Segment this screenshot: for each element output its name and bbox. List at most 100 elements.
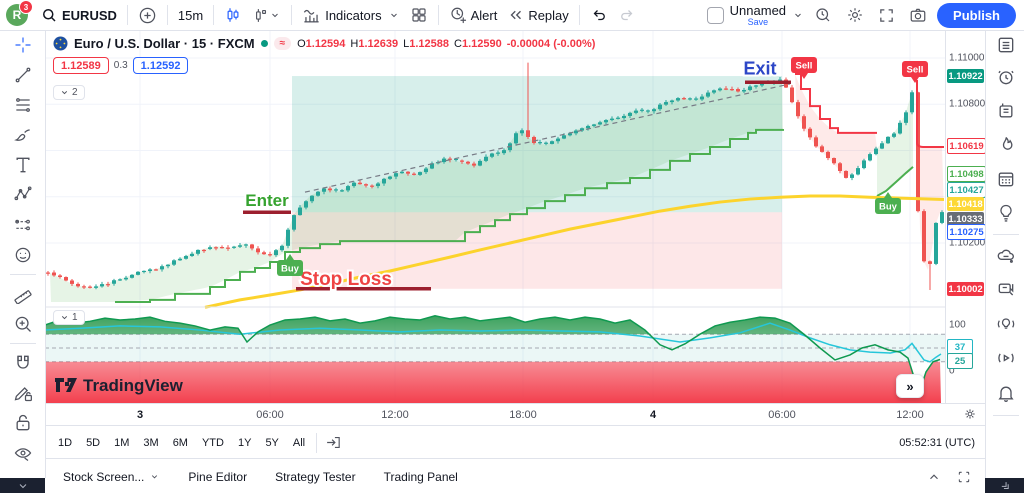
range-all[interactable]: All	[292, 436, 306, 449]
panel-maximize-icon[interactable]	[957, 470, 971, 484]
zoom-in-tool-button[interactable]	[9, 312, 37, 336]
tradingview-mark-icon	[55, 378, 77, 392]
publish-button[interactable]: Publish	[937, 2, 1016, 28]
crosshair-tool-button[interactable]	[9, 33, 37, 57]
compare-add-button[interactable]	[134, 4, 161, 27]
server-clock[interactable]: 05:52:31 (UTC)	[899, 436, 975, 449]
layout-grid-button[interactable]	[406, 4, 432, 26]
tab-strategy-tester[interactable]: Strategy Tester	[275, 469, 356, 484]
tab-pine-editor[interactable]: Pine Editor	[188, 469, 248, 484]
range-5d[interactable]: 5D	[86, 436, 101, 449]
chart-style-dropdown[interactable]	[248, 5, 285, 26]
price-badge: 1.10275	[947, 224, 986, 240]
watchlist-icon	[998, 37, 1013, 53]
expand-panel-button[interactable]: »	[896, 374, 924, 398]
price-badge: 1.10922	[947, 69, 984, 83]
range-6m[interactable]: 6M	[172, 436, 188, 449]
pane-collapse-button-indicator[interactable]: 1	[53, 310, 85, 325]
layout-checkbox[interactable]	[706, 6, 724, 24]
divider	[992, 415, 1019, 416]
avatar-letter: R	[12, 8, 22, 22]
collapse-sidebar-button[interactable]	[985, 478, 1024, 493]
price-badge: 1.10002	[947, 282, 984, 296]
symbol-search-button[interactable]: EURUSD	[36, 4, 121, 26]
chart-title[interactable]: Euro / U.S. Dollar · 15 · FXCM	[74, 36, 255, 51]
time-label: 3	[136, 409, 144, 421]
divider	[213, 5, 215, 25]
alerts-panel-button[interactable]	[992, 65, 1020, 89]
oscillator-layer	[45, 306, 945, 403]
indicators-button[interactable]: Indicators	[298, 4, 403, 27]
range-5y[interactable]: 5Y	[265, 436, 279, 449]
go-to-date-button[interactable]	[321, 432, 346, 453]
undo-button[interactable]	[586, 4, 612, 26]
watchlist-button[interactable]	[992, 33, 1020, 57]
range-1y[interactable]: 1Y	[237, 436, 252, 449]
trend-line-icon	[15, 67, 30, 83]
replay-button[interactable]: Replay	[503, 4, 572, 26]
lightbulb-broadcast-icon	[997, 318, 1014, 329]
minds-button[interactable]	[992, 244, 1020, 268]
crosshair-icon	[15, 37, 30, 53]
hotlists-button[interactable]	[992, 133, 1020, 157]
axis-settings-gear-icon[interactable]	[963, 407, 977, 424]
sell-quote-button[interactable]: 1.12589	[53, 57, 109, 74]
brush-tool-button[interactable]	[9, 123, 37, 147]
tradingview-wordmark: TradingView	[83, 376, 183, 395]
ideas-button[interactable]	[992, 201, 1020, 225]
divider	[291, 5, 293, 25]
prediction-tool-button[interactable]	[9, 213, 37, 237]
undo-arrow-icon	[593, 10, 605, 21]
collapse-drawing-toolbar-button[interactable]	[0, 478, 45, 493]
settings-button[interactable]	[842, 4, 868, 26]
spread-value: 0.3	[113, 60, 128, 71]
xabcd-pattern-icon	[14, 186, 31, 201]
hide-drawings-button[interactable]	[9, 441, 37, 465]
streams-ideas-button[interactable]	[992, 312, 1020, 336]
tab-stock-screener[interactable]: Stock Screen...	[49, 464, 174, 490]
notes-button[interactable]	[992, 99, 1020, 123]
buy-quote-button[interactable]: 1.12592	[132, 57, 189, 74]
chevron-down-icon[interactable]	[792, 9, 804, 21]
time-axis[interactable]: 3 06:00 12:00 18:00 4 06:00 12:00	[45, 403, 985, 426]
symbol-name: EURUSD	[62, 7, 117, 23]
fullscreen-button[interactable]	[874, 5, 899, 26]
range-1m[interactable]: 1M	[114, 436, 130, 449]
lock-drawings-button[interactable]	[9, 411, 37, 435]
tab-trading-panel[interactable]: Trading Panel	[383, 469, 458, 484]
trend-line-tool-button[interactable]	[9, 63, 37, 87]
panel-chevron-up-icon[interactable]	[927, 470, 941, 484]
layout-name-button[interactable]: Unnamed Save	[730, 4, 786, 27]
range-ytd[interactable]: YTD	[201, 436, 224, 449]
chat-button[interactable]	[992, 278, 1020, 302]
chevron-down-icon	[19, 483, 26, 488]
chart-style-candles-button[interactable]	[220, 4, 246, 26]
drawing-mode-button[interactable]	[9, 381, 37, 405]
calendar-button[interactable]	[992, 167, 1020, 191]
range-1d[interactable]: 1D	[58, 436, 73, 449]
interval-button[interactable]: 15m	[174, 6, 207, 25]
delayed-data-icon[interactable]: ≈	[273, 37, 292, 50]
quick-search-button[interactable]	[810, 4, 836, 26]
redo-button[interactable]	[614, 4, 640, 26]
live-streams-button[interactable]	[992, 346, 1020, 370]
alert-button[interactable]: Alert	[445, 4, 502, 26]
magnet-mode-button[interactable]	[9, 351, 37, 375]
divider	[126, 5, 128, 25]
text-tool-button[interactable]	[9, 153, 37, 177]
camera-icon	[910, 8, 926, 22]
pane-collapse-button-main[interactable]: 2	[53, 85, 85, 100]
measure-tool-button[interactable]	[9, 282, 37, 306]
user-avatar[interactable]: R 3	[6, 0, 33, 26]
range-3m[interactable]: 3M	[143, 436, 159, 449]
pattern-tool-button[interactable]	[9, 183, 37, 207]
screenshot-button[interactable]	[905, 4, 931, 26]
notifications-button[interactable]	[992, 381, 1020, 405]
bottom-tab-bar: Stock Screen... Pine Editor Strategy Tes…	[45, 458, 985, 494]
emoji-tool-button[interactable]	[9, 243, 37, 267]
price-axis[interactable]: 1.11000 1.10800 1.10200 1.10922 1.10619 1.104…	[945, 30, 986, 403]
fib-retracement-tool-button[interactable]	[9, 93, 37, 117]
zoom-in-icon	[15, 316, 31, 332]
plus-circle-icon	[139, 7, 156, 23]
